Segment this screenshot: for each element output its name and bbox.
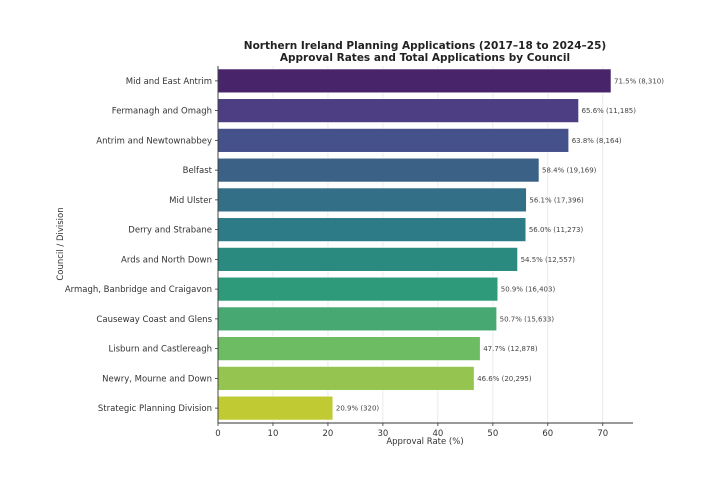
x-tick-label: 20 xyxy=(323,429,334,439)
data-label: 71.5% (8,310) xyxy=(614,77,664,85)
data-label: 46.6% (20,295) xyxy=(477,375,532,383)
x-axis-label: Approval Rate (%) xyxy=(386,437,463,447)
chart-subtitle: Approval Rates and Total Applications by… xyxy=(280,52,570,64)
data-label: 56.0% (11,273) xyxy=(529,226,584,234)
bar xyxy=(217,306,497,332)
y-tick-label: Armagh, Banbridge and Craigavon xyxy=(65,285,212,295)
x-tick-label: 30 xyxy=(377,429,388,439)
data-label: 54.5% (12,557) xyxy=(521,256,576,264)
data-label: 58.4% (19,169) xyxy=(542,167,597,175)
bar xyxy=(217,128,569,153)
bar xyxy=(217,336,481,361)
y-tick-label: Antrim and Newtownabbey xyxy=(96,136,212,146)
data-label: 50.9% (16,403) xyxy=(501,286,556,294)
x-tick-label: 70 xyxy=(597,429,608,439)
bar xyxy=(217,98,579,123)
x-tick-label: 40 xyxy=(432,429,443,439)
y-tick-label: Strategic Planning Division xyxy=(98,404,212,414)
y-tick-label: Mid and East Antrim xyxy=(126,77,212,87)
bar xyxy=(217,187,527,213)
y-tick-label: Causeway Coast and Glens xyxy=(96,315,212,325)
bar xyxy=(217,366,475,391)
bar xyxy=(217,157,540,183)
data-label: 20.9% (320) xyxy=(336,405,380,413)
bar xyxy=(217,217,527,242)
chart-title: Northern Ireland Planning Applications (… xyxy=(244,40,606,52)
x-tick-label: 10 xyxy=(268,429,279,439)
y-tick-label: Derry and Strabane xyxy=(128,226,212,236)
x-tick-label: 0 xyxy=(215,429,220,439)
data-label: 56.1% (17,396) xyxy=(529,196,584,204)
y-tick-label: Belfast xyxy=(183,166,213,176)
y-tick-label: Mid Ulster xyxy=(169,196,212,206)
data-label: 47.7% (12,878) xyxy=(483,345,538,353)
bar xyxy=(217,247,518,272)
y-tick-label: Fermanagh and Omagh xyxy=(112,107,212,117)
data-label: 63.8% (8,164) xyxy=(572,137,622,145)
y-tick-label: Newry, Mourne and Down xyxy=(102,374,212,384)
data-label: 65.6% (11,185) xyxy=(582,107,637,115)
bar xyxy=(217,276,499,302)
x-tick-label: 50 xyxy=(487,429,498,439)
y-tick-label: Lisburn and Castlereagh xyxy=(109,345,212,355)
x-tick-label: 60 xyxy=(542,429,553,439)
y-tick-label: Ards and North Down xyxy=(121,255,212,265)
data-label: 50.7% (15,633) xyxy=(500,315,555,323)
bar xyxy=(217,395,334,421)
bar xyxy=(217,68,612,94)
y-axis-label: Council / Division xyxy=(56,207,66,280)
